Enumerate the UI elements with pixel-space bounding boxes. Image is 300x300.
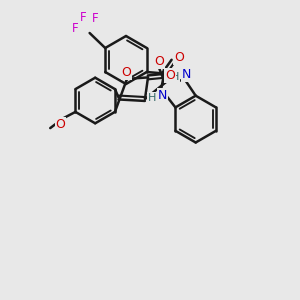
Text: O: O <box>122 66 131 79</box>
Text: F: F <box>80 11 87 24</box>
Text: O: O <box>154 55 164 68</box>
Text: O: O <box>174 51 184 64</box>
Text: N: N <box>182 68 191 81</box>
Text: O: O <box>165 69 175 82</box>
Text: N: N <box>158 89 167 102</box>
Text: O: O <box>56 118 65 131</box>
Text: F: F <box>72 22 79 35</box>
Text: F: F <box>92 12 99 25</box>
Text: H: H <box>147 93 156 103</box>
Text: H: H <box>171 72 179 82</box>
